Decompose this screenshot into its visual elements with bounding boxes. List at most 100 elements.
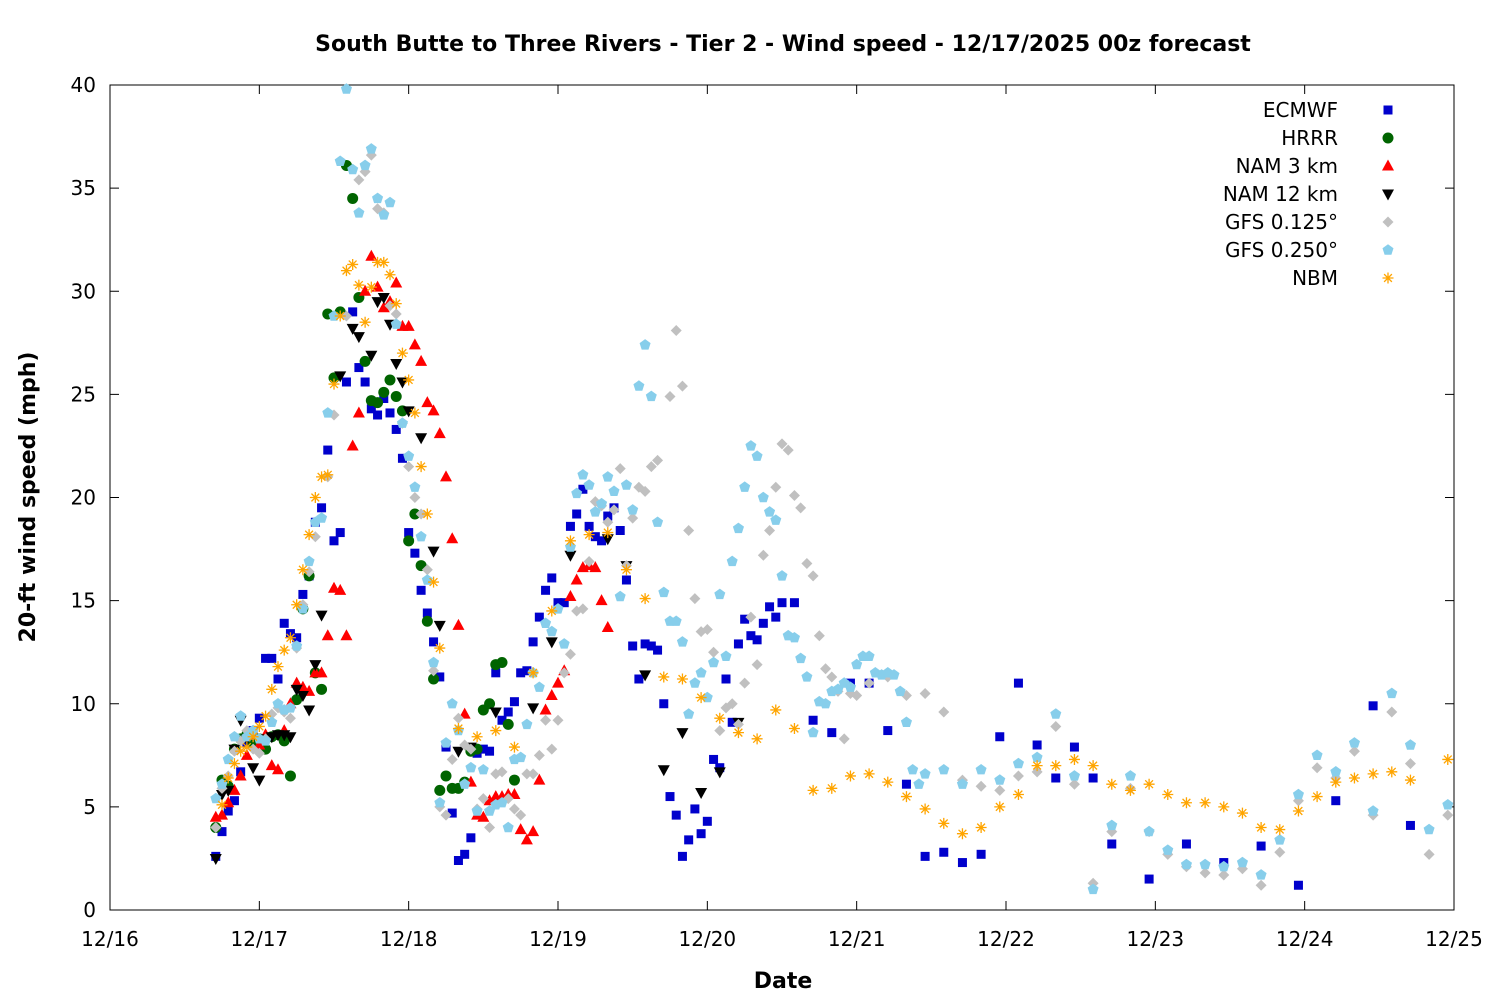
data-point-ecmwf <box>453 856 463 865</box>
data-point-gfs-0-250 <box>428 656 440 668</box>
data-point-nam-3-km <box>545 689 558 700</box>
data-point-gfs-0-250 <box>627 504 639 515</box>
data-point-nbm <box>695 692 707 704</box>
data-point-nbm <box>770 704 782 716</box>
data-point-gfs-0-250 <box>1423 823 1435 835</box>
legend-marker-nbm <box>1382 272 1394 284</box>
data-point-ecmwf <box>765 602 775 612</box>
data-point-gfs-0-125 <box>764 525 776 536</box>
data-point-gfs-0-125 <box>975 780 987 792</box>
data-point-gfs-0-250 <box>888 669 900 680</box>
data-point-ecmwf <box>229 796 239 806</box>
data-point-nam-12-km <box>713 767 726 779</box>
data-point-nbm <box>409 407 421 419</box>
data-point-nam-12-km <box>601 534 614 546</box>
data-point-nbm <box>228 758 240 770</box>
data-point-gfs-0-125 <box>770 481 782 493</box>
data-point-nbm <box>1012 789 1024 800</box>
data-point-nbm <box>428 576 440 588</box>
data-point-gfs-0-125 <box>452 712 464 724</box>
data-point-nbm <box>384 269 396 281</box>
data-point-nbm <box>1442 753 1454 765</box>
data-point-nam-12-km <box>209 853 222 865</box>
data-point-nbm <box>260 710 272 722</box>
data-point-gfs-0-250 <box>353 207 365 218</box>
chart-title: South Butte to Three Rivers - Tier 2 - W… <box>315 32 1251 57</box>
data-point-nam-3-km <box>433 427 446 439</box>
data-point-ecmwf <box>516 668 526 678</box>
data-point-nbm <box>396 347 408 359</box>
data-point-hrrr <box>347 192 359 204</box>
data-point-gfs-0-125 <box>1404 758 1416 770</box>
data-point-ecmwf <box>217 827 227 837</box>
data-point-gfs-0-250 <box>795 652 807 664</box>
legend-label-nam-12-km: NAM 12 km <box>1223 182 1338 206</box>
data-point-gfs-0-250 <box>683 708 695 719</box>
data-point-gfs-0-250 <box>645 390 657 402</box>
data-point-gfs-0-125 <box>253 747 265 759</box>
data-point-ecmwf <box>597 536 607 546</box>
data-point-gfs-0-250 <box>583 479 595 490</box>
data-point-gfs-0-250 <box>577 469 589 480</box>
data-point-gfs-0-125 <box>664 390 676 402</box>
data-point-gfs-0-250 <box>1274 834 1286 845</box>
data-point-ecmwf <box>397 453 407 463</box>
data-point-gfs-0-125 <box>820 663 832 675</box>
data-point-ecmwf <box>329 536 339 546</box>
data-point-gfs-0-125 <box>689 593 701 605</box>
data-point-gfs-0-125 <box>1423 848 1435 860</box>
y-tick-label: 40 <box>71 73 96 97</box>
data-point-gfs-0-125 <box>446 753 458 765</box>
data-point-ecmwf <box>957 858 967 868</box>
data-point-ecmwf <box>771 612 781 622</box>
data-point-gfs-0-250 <box>415 530 427 542</box>
x-tick-label: 12/21 <box>828 927 886 951</box>
data-point-gfs-0-125 <box>1274 846 1286 858</box>
legend-marker-nam-3-km <box>1382 159 1394 171</box>
data-point-ecmwf <box>603 511 613 521</box>
data-point-gfs-0-125 <box>994 784 1006 796</box>
data-point-nam-3-km <box>589 561 602 573</box>
data-point-ecmwf <box>491 668 501 678</box>
data-point-gfs-0-250 <box>571 487 583 499</box>
data-point-nbm <box>1143 778 1155 790</box>
data-point-hrrr <box>496 657 508 668</box>
data-point-gfs-0-250 <box>602 471 614 482</box>
data-point-gfs-0-125 <box>652 454 664 466</box>
data-point-hrrr <box>372 397 384 409</box>
data-point-gfs-0-250 <box>334 155 346 166</box>
data-point-gfs-0-125 <box>409 492 421 503</box>
data-point-nam-3-km <box>446 532 459 544</box>
data-point-ecmwf <box>901 779 911 789</box>
data-point-gfs-0-125 <box>496 766 508 778</box>
data-point-gfs-0-250 <box>751 450 763 461</box>
data-point-nbm <box>291 599 303 611</box>
data-point-nbm <box>1031 760 1043 772</box>
x-tick-label: 12/25 <box>1425 927 1483 951</box>
data-point-gfs-0-125 <box>465 743 477 755</box>
data-point-hrrr <box>440 770 452 782</box>
y-tick-label: 5 <box>83 795 96 819</box>
data-point-gfs-0-125 <box>477 793 489 805</box>
data-point-ecmwf <box>565 521 575 531</box>
data-point-nam-12-km <box>352 332 365 344</box>
legend-marker-gfs-0-250 <box>1382 244 1394 255</box>
data-point-gfs-0-125 <box>608 504 620 516</box>
data-point-gfs-0-250 <box>1442 799 1454 810</box>
data-point-nam-12-km <box>346 323 359 335</box>
data-point-nbm <box>353 279 365 291</box>
data-point-hrrr <box>403 535 415 547</box>
data-point-gfs-0-250 <box>776 570 788 581</box>
data-point-nam-3-km <box>601 620 614 632</box>
data-point-gfs-0-125 <box>919 687 931 699</box>
data-point-nbm <box>272 661 284 673</box>
data-point-ecmwf <box>292 633 302 643</box>
data-point-nam-3-km <box>359 284 372 296</box>
data-point-gfs-0-250 <box>409 481 421 492</box>
data-point-hrrr <box>390 390 402 402</box>
data-point-nam-12-km <box>415 433 428 445</box>
data-point-ecmwf <box>590 532 600 542</box>
data-point-ecmwf <box>422 608 432 618</box>
data-point-ecmwf <box>416 585 426 595</box>
data-point-gfs-0-125 <box>303 566 315 578</box>
